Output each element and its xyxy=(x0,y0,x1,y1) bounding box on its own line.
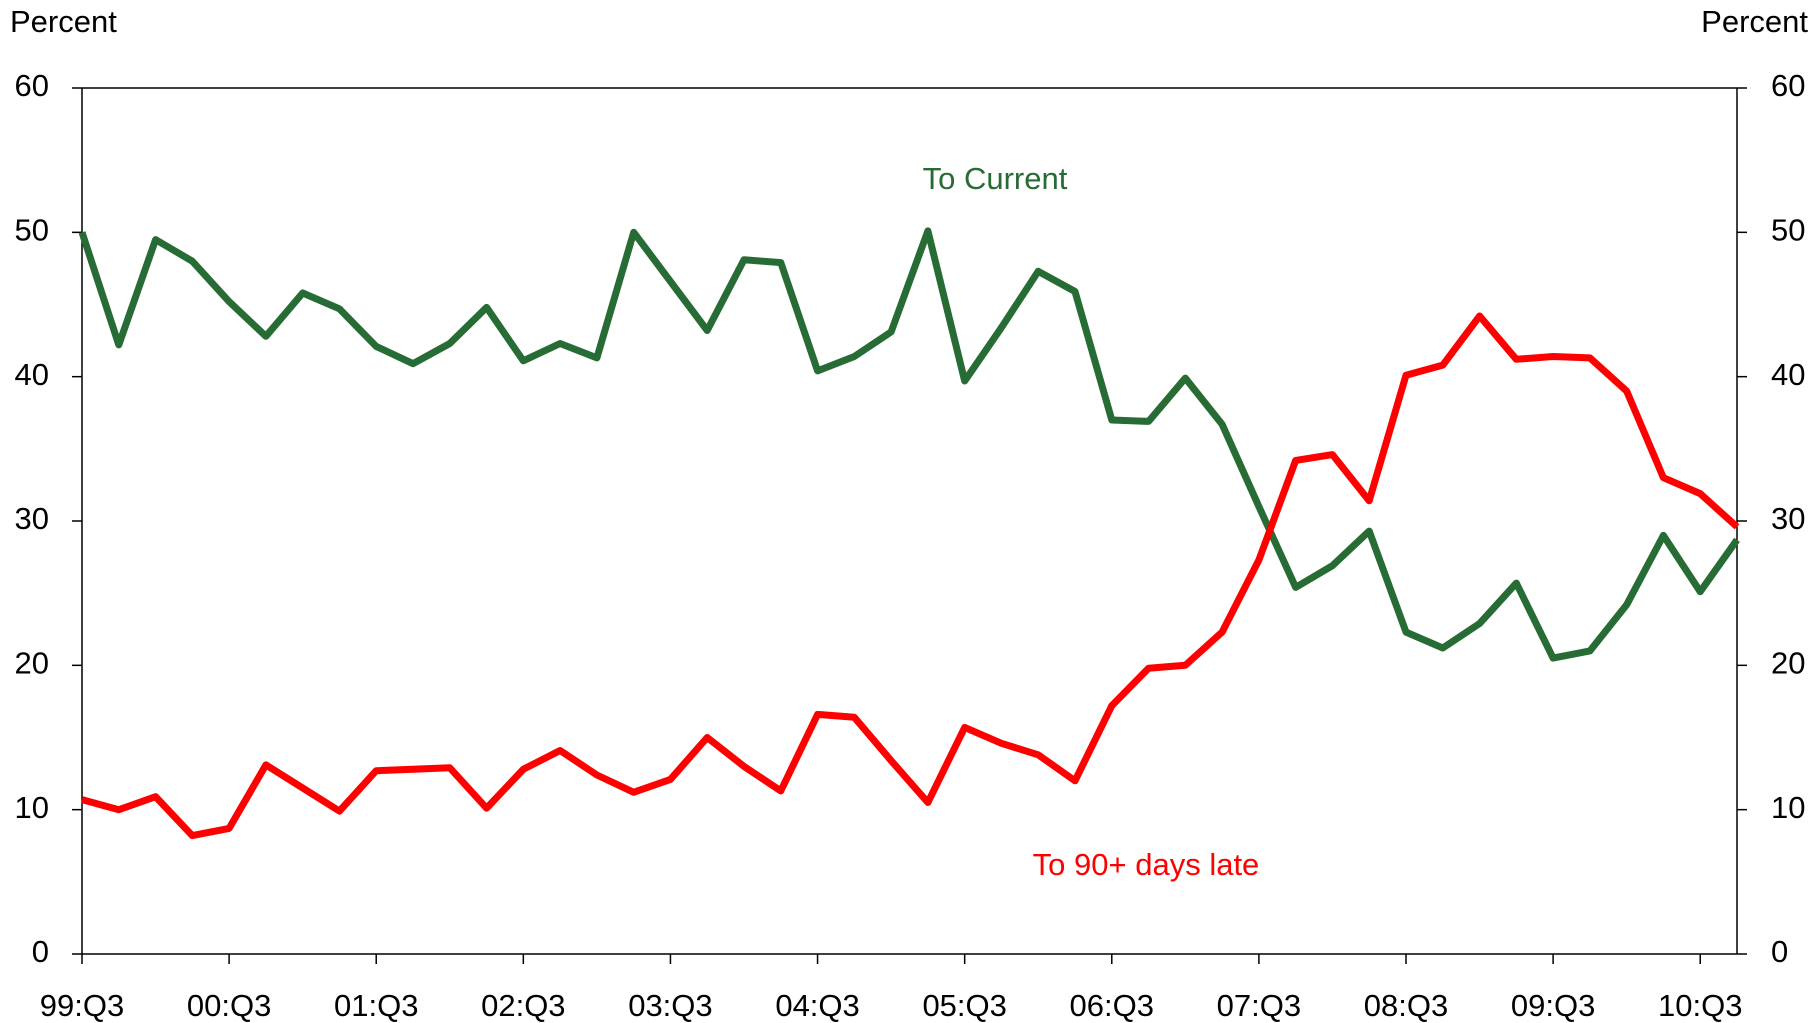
y-tick-label: 30 xyxy=(15,501,49,536)
y2-axis-label: Percent xyxy=(1701,4,1808,39)
y-tick-label: 60 xyxy=(15,68,49,103)
y-axis-label: Percent xyxy=(10,4,117,39)
series-line xyxy=(78,227,1740,662)
y-tick-label: 50 xyxy=(15,213,49,248)
x-tick-label: 02:Q3 xyxy=(481,988,565,1023)
series-annotation: To Current xyxy=(923,161,1068,196)
series-line xyxy=(81,312,1740,840)
y-tick-label: 40 xyxy=(15,357,49,392)
y-tick-label: 20 xyxy=(15,646,49,681)
x-tick-label: 08:Q3 xyxy=(1364,988,1448,1023)
y2-tick-label: 30 xyxy=(1771,501,1805,536)
y2-tick-label: 20 xyxy=(1771,646,1805,681)
x-tick-label: 00:Q3 xyxy=(187,988,271,1023)
x-tick-label: 03:Q3 xyxy=(628,988,712,1023)
x-tick-label: 01:Q3 xyxy=(334,988,418,1023)
y2-tick-label: 50 xyxy=(1771,213,1805,248)
series-annotation: To 90+ days late xyxy=(1033,847,1260,882)
x-tick-label: 07:Q3 xyxy=(1217,988,1301,1023)
y2-tick-label: 60 xyxy=(1771,68,1805,103)
x-tick-label: 05:Q3 xyxy=(922,988,1006,1023)
x-tick-label: 10:Q3 xyxy=(1658,988,1742,1023)
y-tick-label: 10 xyxy=(15,790,49,825)
x-tick-label: 06:Q3 xyxy=(1070,988,1154,1023)
y-tick-label: 0 xyxy=(32,934,49,969)
x-tick-label: 09:Q3 xyxy=(1511,988,1595,1023)
y2-tick-label: 40 xyxy=(1771,357,1805,392)
y2-tick-label: 0 xyxy=(1771,934,1788,969)
y2-tick-label: 10 xyxy=(1771,790,1805,825)
x-tick-label: 04:Q3 xyxy=(775,988,859,1023)
x-tick-label: 99:Q3 xyxy=(40,988,124,1023)
